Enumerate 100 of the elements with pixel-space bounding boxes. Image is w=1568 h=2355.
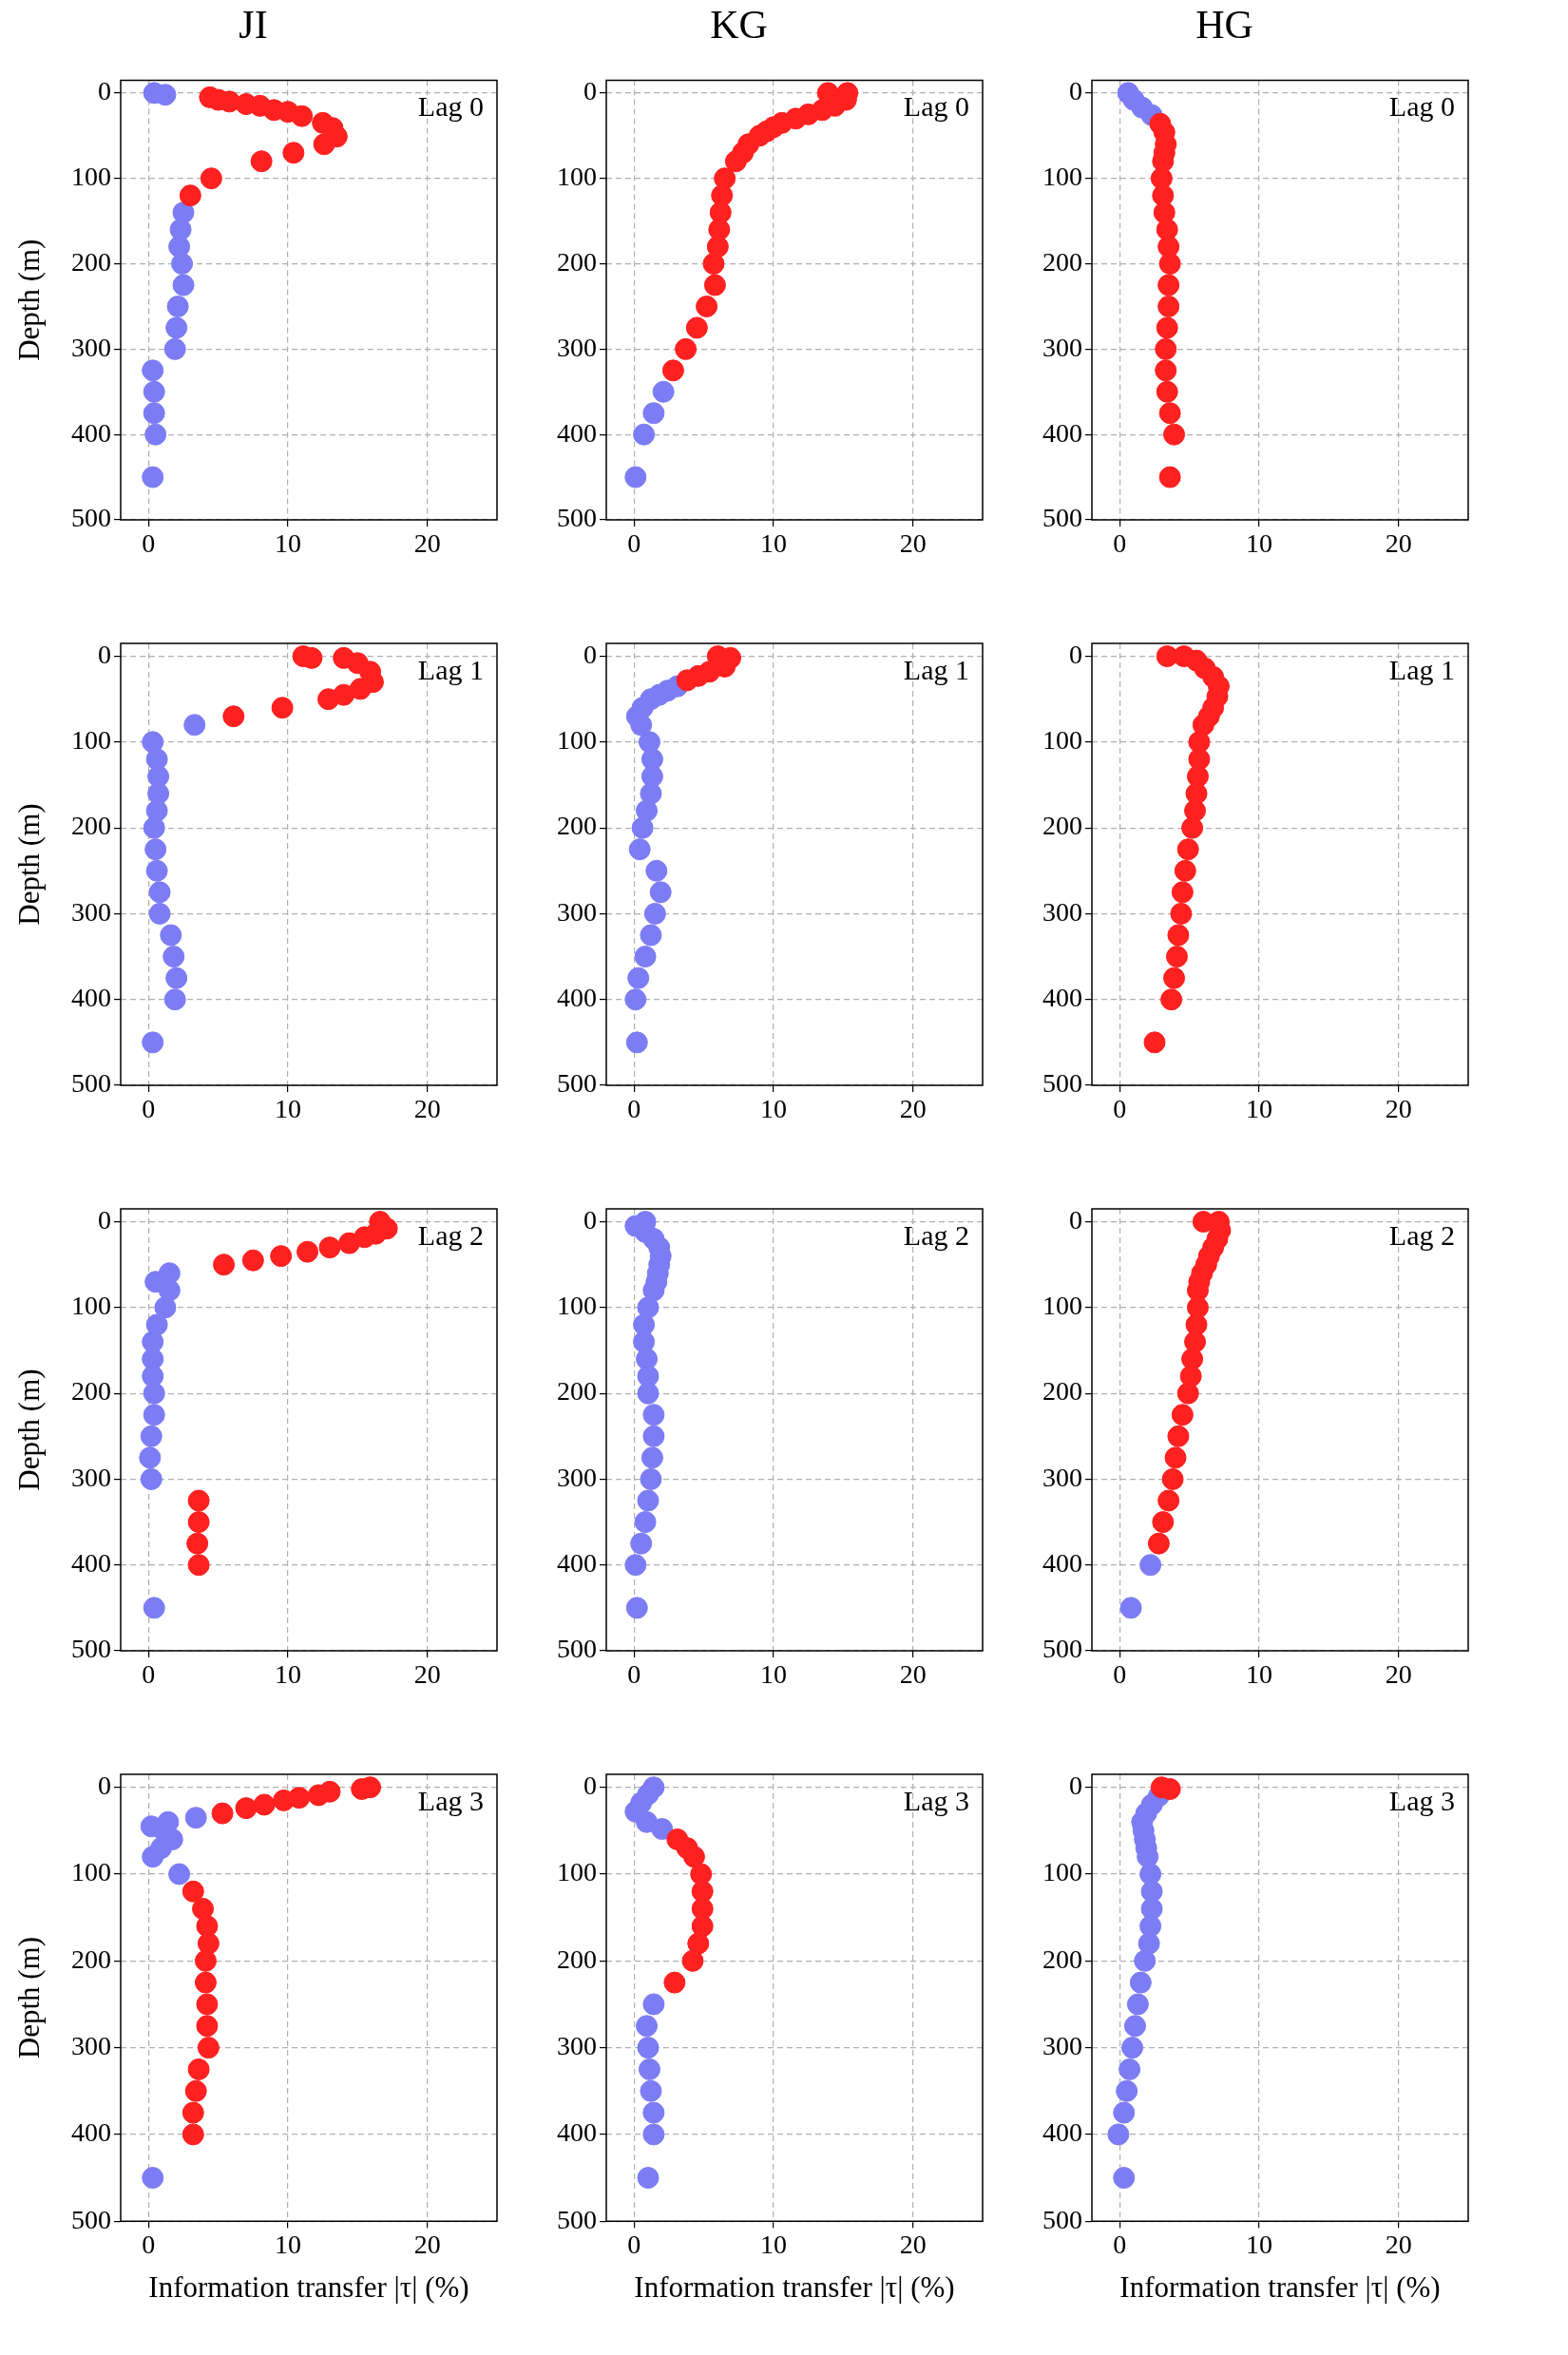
point (160, 924, 182, 947)
y-tick-label: 0 (583, 1204, 597, 1235)
point (197, 2037, 220, 2059)
point (630, 714, 653, 737)
point (1152, 1511, 1175, 1534)
point (724, 150, 747, 173)
x-tick-label: 10 (760, 528, 787, 559)
y-tick-label: 0 (583, 1771, 597, 1801)
point (1164, 1446, 1187, 1469)
y-tick-label: 400 (1042, 2117, 1082, 2148)
point (631, 816, 654, 839)
point (1143, 1031, 1166, 1054)
y-tick-label: 100 (1042, 1291, 1082, 1321)
point (663, 1971, 686, 1994)
point (291, 105, 314, 127)
y-tick-label: 300 (557, 2030, 597, 2060)
point (182, 2123, 204, 2146)
point (143, 1404, 165, 1426)
x-tick-label: 20 (1385, 528, 1412, 559)
point (645, 859, 668, 882)
point (184, 2079, 207, 2102)
y-tick-label: 0 (583, 76, 597, 106)
y-tick-label: 0 (98, 76, 111, 106)
point (143, 380, 165, 403)
x-tick-label: 10 (760, 1659, 787, 1690)
point (197, 1932, 220, 1955)
y-tick-label: 100 (1042, 162, 1082, 192)
point (253, 1793, 276, 1816)
x-tick-label: 0 (627, 528, 641, 559)
point (148, 902, 171, 925)
y-tick-label: 300 (1042, 2030, 1082, 2060)
point (163, 946, 185, 968)
chart-title: KG (710, 3, 768, 48)
point (685, 316, 708, 339)
point (196, 1993, 219, 2016)
point (641, 1446, 663, 1469)
point (1119, 2058, 1141, 2080)
point (637, 1382, 660, 1405)
x-tick-label: 0 (142, 1659, 156, 1690)
x-tick-label: 0 (1113, 1094, 1127, 1124)
point (142, 1846, 164, 1868)
point (186, 1532, 209, 1555)
point (1163, 967, 1186, 989)
x-tick-label: 20 (413, 1094, 441, 1124)
x-tick-label: 10 (275, 528, 301, 559)
annotation: Lag 3 (417, 1784, 484, 1816)
x-tick-label: 0 (1113, 1659, 1127, 1690)
point (270, 1245, 293, 1268)
y-tick-label: 300 (557, 896, 597, 927)
y-tick-label: 0 (1069, 1204, 1082, 1235)
y-tick-label: 100 (1042, 1857, 1082, 1887)
y-tick-label: 500 (71, 2204, 111, 2234)
point (649, 881, 672, 904)
annotation: Lag 3 (903, 1784, 969, 1816)
y-tick-label: 0 (1069, 76, 1082, 106)
x-tick-label: 20 (899, 1659, 927, 1690)
point (142, 1031, 164, 1054)
point (687, 1932, 710, 1955)
point (627, 967, 650, 989)
point (642, 402, 665, 425)
point (140, 1425, 163, 1447)
chart-title: HG (1195, 3, 1253, 48)
y-tick-label: 400 (557, 417, 597, 448)
point (1158, 466, 1181, 488)
point (651, 1818, 674, 1841)
y-tick-label: 300 (1042, 332, 1082, 362)
x-tick-label: 20 (1385, 2230, 1412, 2260)
x-tick-label: 20 (1385, 1094, 1412, 1124)
point (154, 1296, 177, 1319)
point (624, 988, 647, 1011)
point (1161, 1467, 1184, 1490)
point (139, 1446, 162, 1469)
x-tick-label: 0 (142, 2230, 156, 2260)
point (222, 705, 245, 728)
point (1157, 295, 1180, 317)
point (675, 337, 698, 360)
point (1134, 1949, 1157, 1972)
point (296, 1240, 319, 1263)
point (676, 669, 698, 692)
y-tick-label: 200 (557, 246, 597, 277)
y-tick-label: 400 (557, 2117, 597, 2148)
annotation: Lag 0 (1388, 90, 1455, 123)
point (624, 466, 647, 488)
point (142, 2167, 164, 2190)
point (144, 423, 167, 446)
point (184, 1807, 207, 1829)
point (638, 2058, 660, 2080)
y-tick-label: 500 (71, 1634, 111, 1664)
point (187, 1554, 210, 1577)
y-tick-label: 500 (557, 2204, 597, 2234)
point (317, 688, 340, 711)
x-axis-title: Information transfer |τ| (%) (634, 2269, 955, 2304)
point (682, 1846, 705, 1868)
point (637, 1489, 660, 1512)
y-tick-label: 200 (1042, 811, 1082, 841)
annotation: Lag 2 (417, 1218, 484, 1251)
point (1165, 946, 1188, 968)
point (642, 2123, 665, 2146)
annotation: Lag 2 (903, 1218, 969, 1251)
y-tick-label: 400 (71, 983, 111, 1013)
